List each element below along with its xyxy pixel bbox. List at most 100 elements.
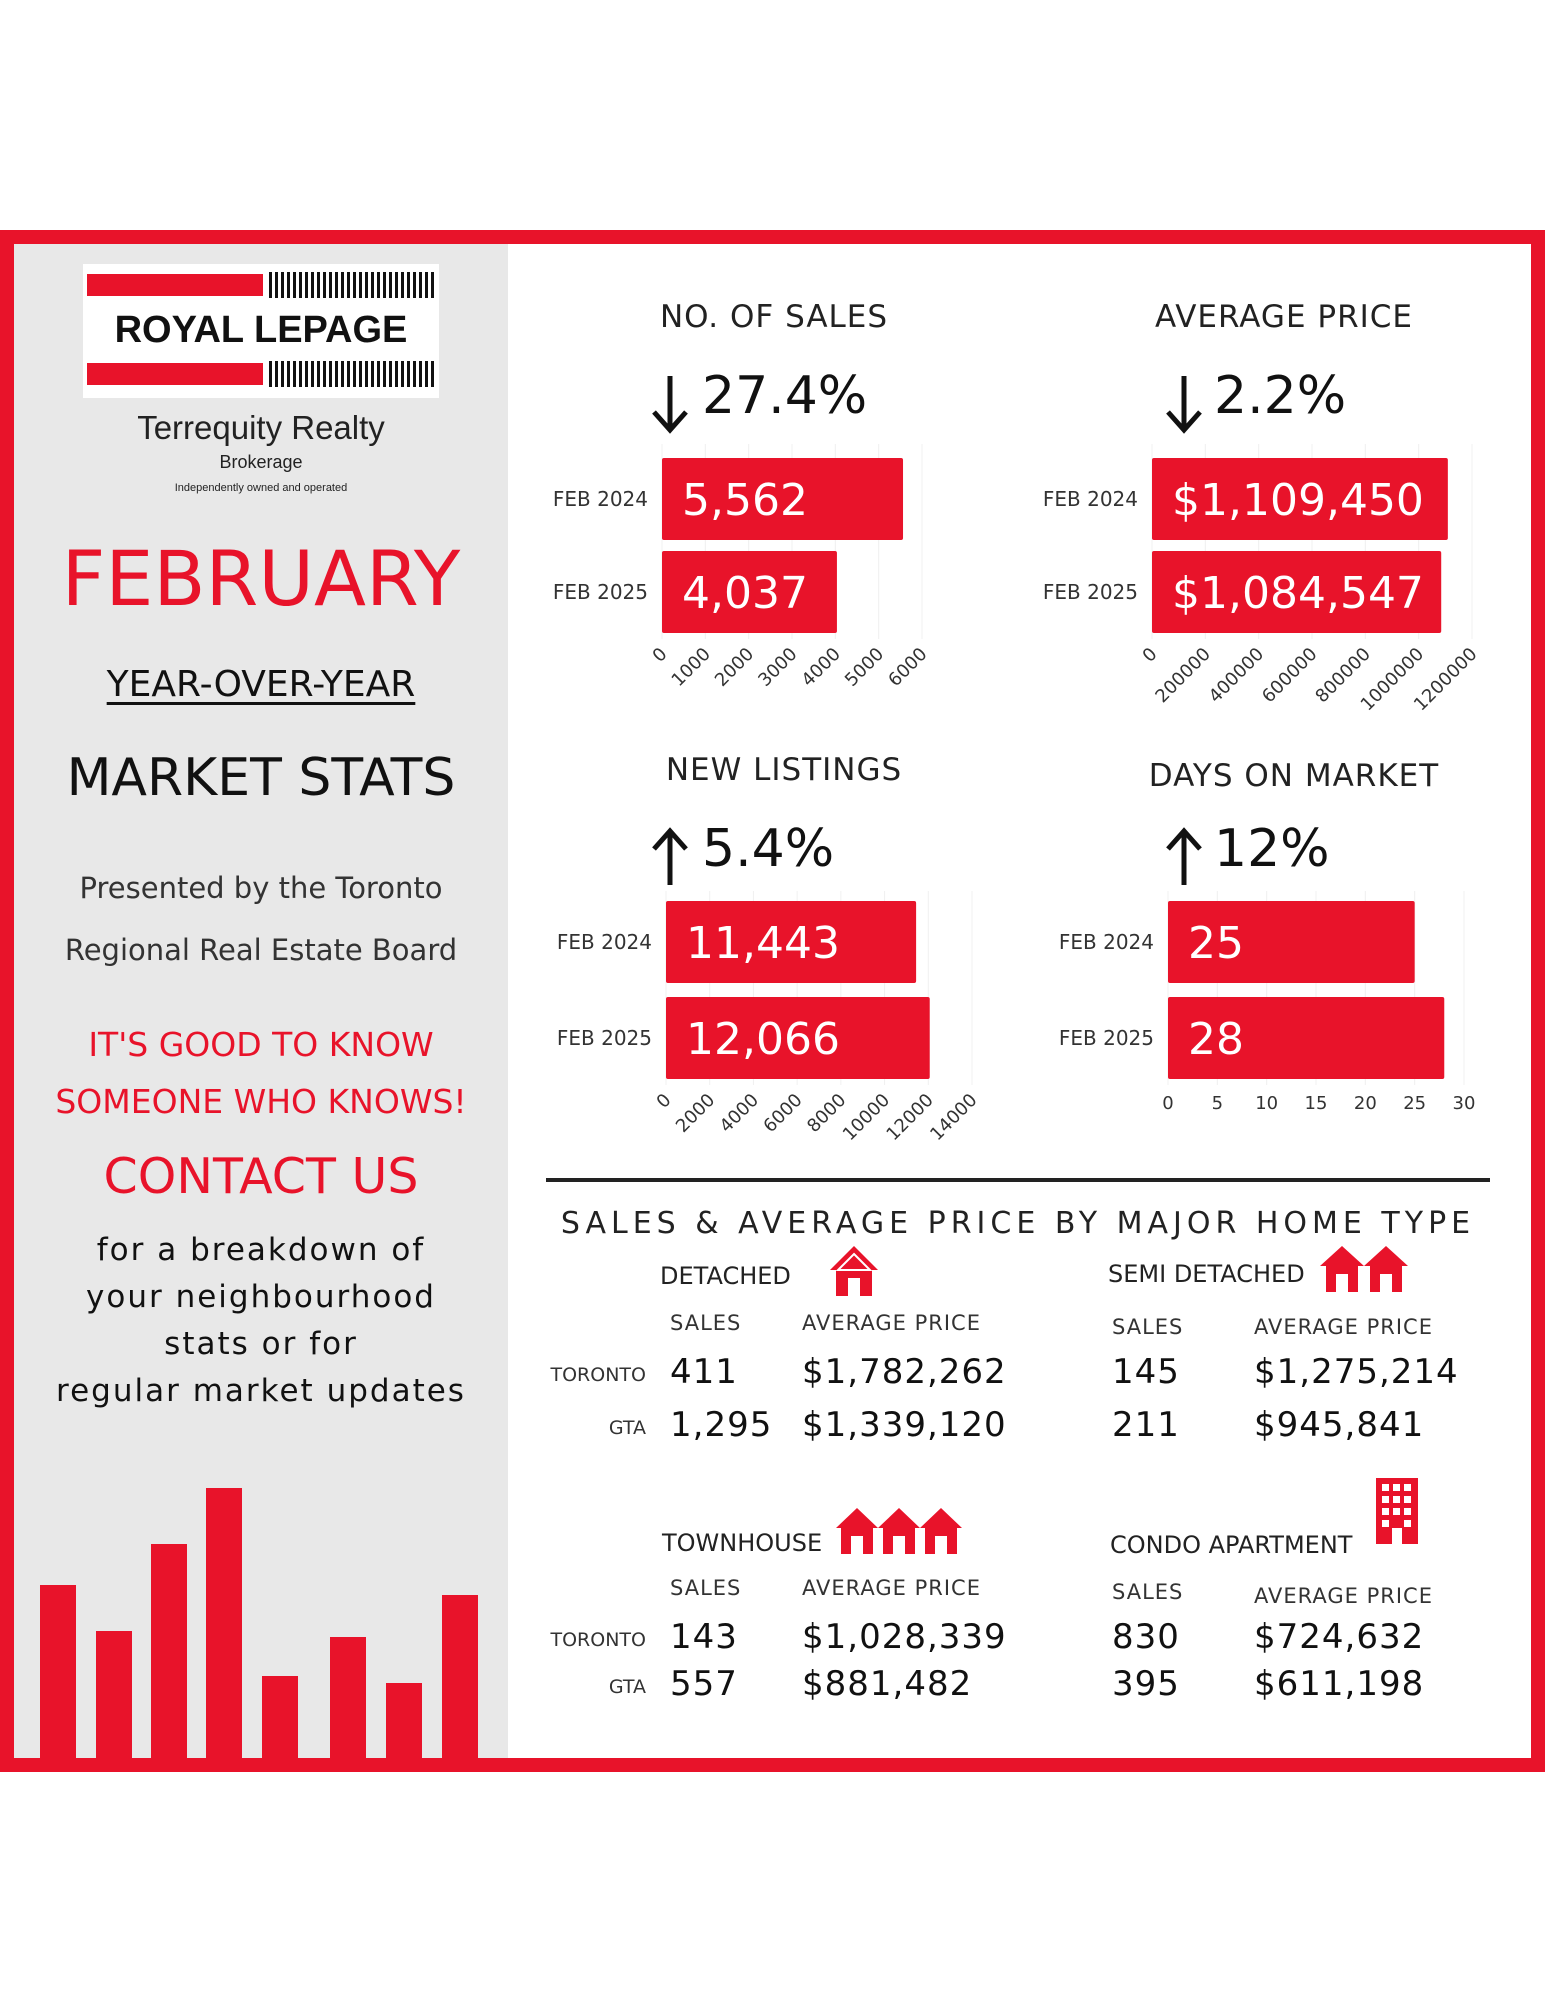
home-type-section-title: SALES & AVERAGE PRICE BY MAJOR HOME TYPE [560,1206,1476,1241]
arrow-up-icon [1166,827,1202,885]
tick-label: 30 [1453,1093,1476,1114]
category-label: FEB 2024 [1059,930,1154,954]
condo-gta-price: $611,198 [1254,1664,1425,1704]
yoy-subtitle: YEAR-OVER-YEAR [106,664,416,705]
row-toronto: TORONTO [550,1364,647,1386]
type-semi-detached: SEMI DETACHED [1108,1260,1305,1288]
row-gta: GTA [608,1676,646,1698]
market-stats-heading: MARKET STATS [66,748,456,808]
data-label: 11,443 [686,918,840,969]
contact-line-4: regular market updates [56,1373,466,1409]
tick-label: 0 [1139,644,1162,667]
col-average-price: AVERAGE PRICE [1254,1315,1433,1339]
decor-bar [151,1544,187,1758]
change-days-on-market: 12% [1214,819,1330,879]
logo-ticks-top [269,272,435,298]
presented-line-1: Presented by the Toronto [79,871,443,905]
type-townhouse: TOWNHOUSE [662,1529,823,1557]
detached-gta-price: $1,339,120 [802,1405,1007,1445]
condo-building-icon [1376,1478,1418,1544]
col-average-price: AVERAGE PRICE [802,1311,981,1335]
decor-bar [206,1488,242,1758]
tick-label: 200000 [1151,644,1214,707]
chart-new-listings: FEB 2024 11,443 FEB 2025 12,066 020004000600… [557,891,982,1145]
col-sales: SALES [670,1576,742,1600]
semi-toronto-price: $1,275,214 [1254,1352,1459,1392]
tick-label: 0 [649,644,672,667]
logo-red-bar-bottom [87,363,263,385]
townhouse-gta-sales: 557 [670,1664,738,1704]
type-condo-apartment: CONDO APARTMENT [1110,1531,1353,1559]
category-label: FEB 2024 [553,487,648,511]
tick-label: 5 [1212,1093,1223,1114]
subtitle-wrap: YEAR-OVER-YEAR [14,664,508,705]
col-sales: SALES [670,1311,742,1335]
bar-feb-2025 [662,551,837,633]
townhouse-gta-price: $881,482 [802,1664,973,1704]
decor-bar [262,1676,298,1758]
decor-bar [40,1585,76,1758]
tick-label: 2000 [711,644,758,691]
townhouse-toronto-sales: 143 [670,1617,738,1657]
detached-gta-sales: 1,295 [670,1405,773,1445]
change-new-listings: 5.4% [702,819,835,879]
logo-red-bar-top [87,274,263,296]
bar-feb-2024 [1168,901,1415,983]
chart-title-new-listings: NEW LISTINGS [665,752,903,788]
category-label: FEB 2025 [1059,1026,1154,1050]
month-title: FEBRUARY [61,534,461,623]
bar-feb-2025 [1152,551,1442,633]
condo-gta-sales: 395 [1112,1664,1180,1704]
detached-toronto-price: $1,782,262 [802,1352,1007,1392]
infographic-content: ROYAL LEPAGE Terrequity Realty Brokerage… [14,244,1531,1758]
bar-feb-2024 [666,901,917,983]
category-label: FEB 2024 [1043,487,1138,511]
section-divider [546,1178,1490,1182]
detached-toronto-sales: 411 [670,1352,738,1392]
tick-label: 10 [1255,1093,1278,1114]
slogan-line-1: IT'S GOOD TO KNOW [88,1025,434,1064]
category-label: FEB 2025 [557,1026,652,1050]
infographic-frame: ROYAL LEPAGE Terrequity Realty Brokerage… [0,230,1545,1772]
bar-feb-2024 [662,458,904,540]
semi-gta-price: $945,841 [1254,1405,1425,1445]
data-label: 28 [1188,1014,1244,1065]
change-sales: 27.4% [702,366,868,426]
arrow-up-icon [652,827,688,885]
townhouse-icon [836,1508,962,1554]
royal-lepage-logo: ROYAL LEPAGE [83,264,439,398]
condo-toronto-sales: 830 [1112,1617,1180,1657]
decor-bar [442,1595,478,1758]
brokerage-tagline: Independently owned and operated [174,482,348,494]
arrow-down-icon [1166,376,1202,434]
bar-feb-2024 [1152,458,1448,540]
company-name: Terrequity Realty [137,409,385,446]
change-average-price: 2.2% [1214,366,1347,426]
decor-bar [330,1637,366,1758]
chart-no-of-sales: FEB 2024 5,562 FEB 2025 4,037 01000200030004… [553,444,932,691]
col-average-price: AVERAGE PRICE [802,1576,981,1600]
chart-title-days-on-market: DAYS ON MARKET [1148,758,1440,794]
logo-ticks-bottom [269,361,435,387]
decor-bar [96,1631,132,1758]
left-panel: ROYAL LEPAGE Terrequity Realty Brokerage… [14,244,508,1758]
data-label: 4,037 [682,568,808,619]
chart-title-sales: NO. OF SALES [659,299,889,335]
row-gta: GTA [608,1417,646,1439]
logo-text: ROYAL LEPAGE [114,309,408,351]
category-label: FEB 2024 [557,930,652,954]
data-label: $1,109,450 [1172,475,1424,526]
contact-line-2: your neighbourhood [86,1279,436,1315]
data-label: 12,066 [686,1014,840,1065]
tick-label: 5000 [841,644,888,691]
tick-label: 0 [1162,1093,1173,1114]
tick-label: 25 [1403,1093,1426,1114]
bar-feb-2025 [666,997,930,1079]
tick-label: 6000 [884,644,931,691]
tick-label: 1000 [668,644,715,691]
data-label: 5,562 [682,475,808,526]
col-sales: SALES [1112,1315,1184,1339]
data-label: $1,084,547 [1172,568,1424,619]
chart-title-average-price: AVERAGE PRICE [1154,299,1414,335]
row-toronto: TORONTO [550,1629,647,1651]
